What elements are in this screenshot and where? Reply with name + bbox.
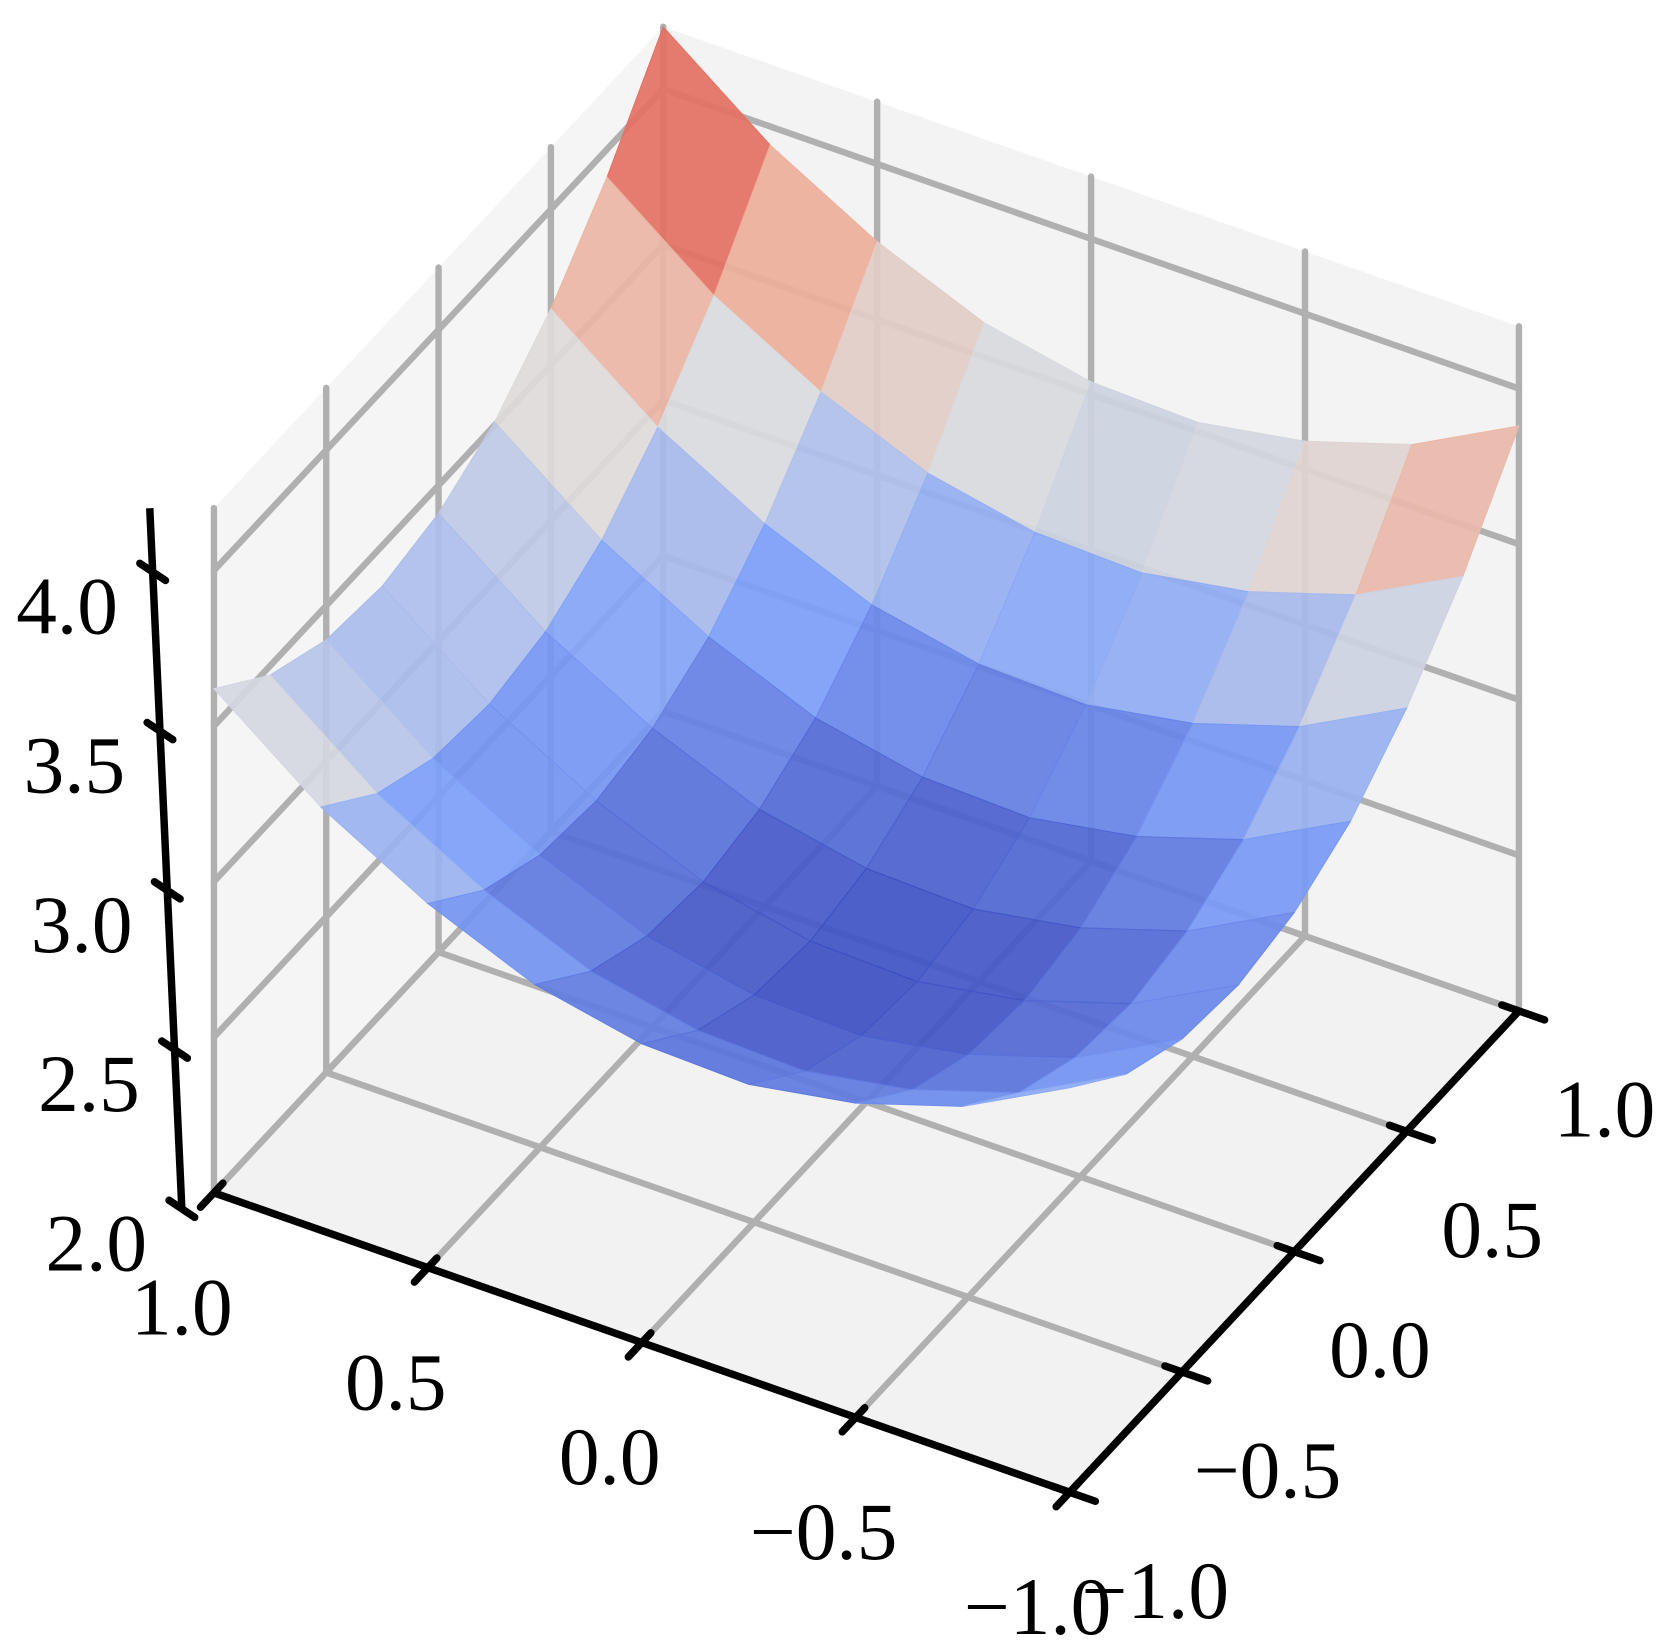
surface-face: [962, 1073, 1126, 1107]
z-axis-line: [146, 508, 186, 1209]
y-tick-label: −0.5: [1194, 1426, 1341, 1516]
y-tick: [1048, 1482, 1100, 1506]
z-tick: [157, 1037, 192, 1062]
z-tick: [150, 878, 184, 903]
x-tick: [838, 1404, 869, 1436]
z-tick-label: 3.5: [24, 721, 126, 811]
z-tick-label: 3.0: [31, 880, 133, 970]
y-tick: [1498, 1001, 1549, 1024]
grid-line: [210, 85, 667, 574]
x-tick-label: 0.0: [559, 1412, 661, 1502]
grid-line: [659, 85, 1523, 392]
x-tick-label: 0.5: [345, 1337, 447, 1427]
z-tick: [136, 559, 170, 585]
x-tick: [196, 1179, 227, 1211]
z-tick-label: 4.0: [16, 561, 118, 651]
y-tick-label: 1.0: [1554, 1065, 1656, 1155]
z-tick: [165, 1196, 199, 1222]
grid-line: [323, 1069, 1186, 1376]
x-tick-label: −1.0: [964, 1562, 1111, 1640]
y-tick: [1385, 1121, 1437, 1145]
y-tick: [1273, 1241, 1324, 1265]
y-tick-label: −1.0: [1082, 1546, 1229, 1636]
x-tick-label: −0.5: [750, 1487, 897, 1577]
z-tick-label: 2.0: [45, 1198, 147, 1288]
z-tick: [143, 718, 177, 744]
y-tick-label: 0.0: [1329, 1305, 1431, 1395]
y-tick-label: 0.5: [1441, 1185, 1543, 1275]
y-tick: [1161, 1362, 1212, 1385]
z-tick-label: 2.5: [38, 1039, 140, 1129]
x-tick: [624, 1329, 655, 1361]
x-tick-label: 1.0: [131, 1262, 233, 1352]
x-tick: [410, 1254, 441, 1286]
